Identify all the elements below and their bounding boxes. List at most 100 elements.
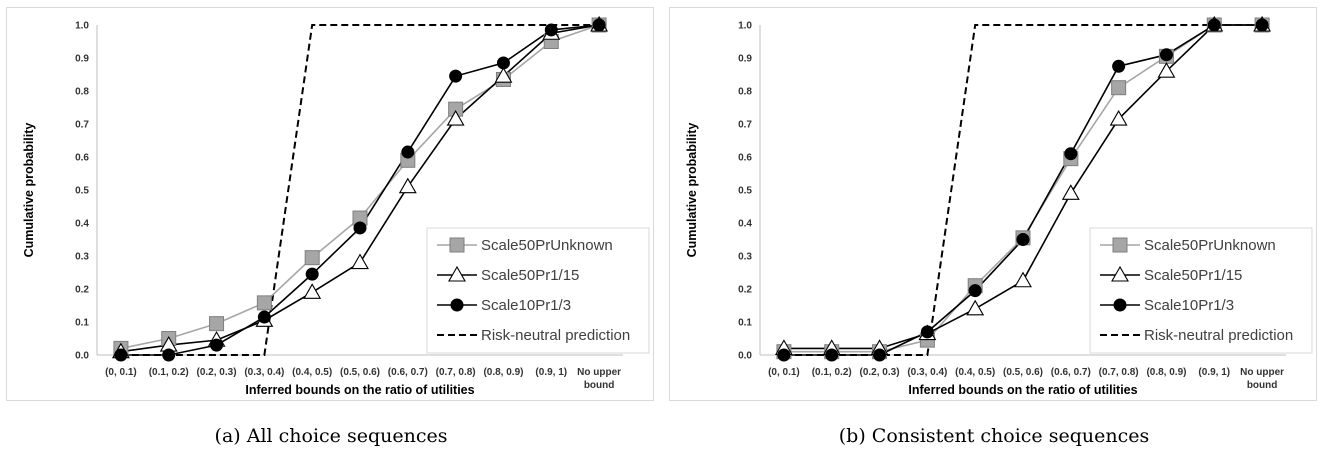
y-tick-label: 0.6 <box>75 153 89 164</box>
point-scale10pr1-3 <box>449 69 463 83</box>
point-scale10pr1-3 <box>1159 48 1173 62</box>
legend-label: Scale50Pr1/15 <box>481 267 579 284</box>
legend-label: Scale50Pr1/15 <box>1144 267 1242 284</box>
point-scale10pr1-3 <box>496 56 510 70</box>
point-scale10pr1-3 <box>1255 18 1269 32</box>
y-axis-title: Cumulative probability <box>22 123 36 258</box>
y-tick-label: 0.2 <box>738 285 752 296</box>
y-tick-label: 0.0 <box>75 351 89 362</box>
point-scale10pr1-3 <box>777 348 791 362</box>
y-tick-label: 0.3 <box>75 252 89 263</box>
y-tick-label: 0.9 <box>738 54 752 65</box>
x-tick-label: (0.9, 1) <box>1198 367 1230 378</box>
point-scale50pr1-15 <box>303 283 322 299</box>
legend-marker-scale10pr1-3 <box>450 298 464 312</box>
x-axis-title: Inferred bounds on the ratio of utilitie… <box>245 383 474 397</box>
legend-marker-scale50pr1-15 <box>1111 265 1129 282</box>
y-axis-title: Cumulative probability <box>685 123 699 258</box>
line-chart-a: 0.0 0.1 0.2 0.3 0.4 0.5 0.6 0.7 0.8 0.9 1.0 (0, 0.1… <box>22 15 650 397</box>
point-scale50prunknown <box>1111 80 1127 96</box>
x-tick-label: (0.7, 0.8) <box>1099 367 1139 378</box>
x-tick-label: (0, 0.1) <box>105 367 137 378</box>
y-tick-label: 0.2 <box>75 285 89 296</box>
x-tick-label: (0.3, 0.4) <box>907 367 947 378</box>
point-scale10pr1-3 <box>920 325 934 339</box>
y-tick-label: 1.0 <box>738 21 752 32</box>
series-line-risk-neutral-prediction <box>120 24 600 356</box>
x-tick-label: bound <box>1247 380 1278 391</box>
x-tick-label: (0.6, 0.7) <box>388 367 428 378</box>
x-tick-label: (0.6, 0.7) <box>1051 367 1091 378</box>
y-tick-label: 0.4 <box>738 219 752 230</box>
legend-label: Risk-neutral prediction <box>1144 327 1293 344</box>
point-scale50prunknown <box>256 295 272 311</box>
y-tick-label: 0.1 <box>738 318 752 329</box>
chart-panel-a: 0.0 0.1 0.2 0.3 0.4 0.5 0.6 0.7 0.8 0.9 1.0 (0, 0.1… <box>0 0 662 467</box>
line-chart-b: 0.0 0.1 0.2 0.3 0.4 0.5 0.6 0.7 0.8 0.9 1.0 (0, 0.1… <box>685 15 1313 397</box>
y-tick-label: 0.8 <box>738 87 752 98</box>
legend-marker-scale50prunknown <box>1112 237 1128 253</box>
y-tick-label: 0.5 <box>738 186 752 197</box>
legend-label: Scale10Pr1/3 <box>481 297 571 314</box>
point-scale10pr1-3 <box>544 23 558 37</box>
x-tick-label: (0, 0.1) <box>768 367 800 378</box>
point-scale10pr1-3 <box>968 284 982 298</box>
point-scale50pr1-15 <box>1157 62 1176 78</box>
point-scale10pr1-3 <box>353 221 367 235</box>
y-tick-label: 0.3 <box>738 252 752 263</box>
caption-b: (b) Consistent choice sequences <box>838 425 1150 447</box>
x-tick-label: No upper <box>1240 367 1284 378</box>
point-scale10pr1-3 <box>401 145 415 159</box>
x-tick-label: (0.4, 0.5) <box>955 367 995 378</box>
x-tick-label: (0.1, 0.2) <box>812 367 852 378</box>
x-tick-label: (0.4, 0.5) <box>292 367 332 378</box>
x-tick-label: (0.8, 0.9) <box>1146 367 1186 378</box>
point-scale10pr1-3 <box>1064 147 1078 161</box>
y-tick-label: 0.7 <box>75 120 89 131</box>
y-tick-label: 0.7 <box>738 120 752 131</box>
y-tick-label: 0.5 <box>75 186 89 197</box>
point-scale50pr1-15 <box>351 253 369 270</box>
point-scale10pr1-3 <box>114 348 128 362</box>
x-tick-label: (0.1, 0.2) <box>149 367 189 378</box>
point-scale10pr1-3 <box>825 348 839 362</box>
chart-frame: 0.0 0.1 0.2 0.3 0.4 0.5 0.6 0.7 0.8 0.9 1.0 (0, 0.1… <box>669 7 1317 401</box>
legend-marker-scale50prunknown <box>449 237 465 253</box>
legend-marker-scale50pr1-15 <box>448 265 466 282</box>
point-scale50prunknown <box>209 316 225 332</box>
x-tick-label: (0.5, 0.6) <box>340 367 380 378</box>
legend-marker-scale10pr1-3 <box>1113 298 1127 312</box>
y-tick-label: 1.0 <box>75 21 89 32</box>
point-scale50pr1-15 <box>1014 271 1032 288</box>
point-scale50pr1-15 <box>1061 184 1080 200</box>
x-tick-label: (0.2, 0.3) <box>197 367 237 378</box>
point-scale10pr1-3 <box>592 18 606 32</box>
x-tick-label: (0.5, 0.6) <box>1003 367 1043 378</box>
point-scale10pr1-3 <box>1207 18 1221 32</box>
x-tick-label: (0.8, 0.9) <box>483 367 523 378</box>
x-tick-label: No upper <box>577 367 621 378</box>
point-scale10pr1-3 <box>162 348 176 362</box>
x-tick-label: (0.3, 0.4) <box>244 367 284 378</box>
chart-frame: 0.0 0.1 0.2 0.3 0.4 0.5 0.6 0.7 0.8 0.9 1.0 (0, 0.1… <box>6 7 654 401</box>
legend-label: Scale10Pr1/3 <box>1144 297 1234 314</box>
y-tick-label: 0.8 <box>75 87 89 98</box>
y-tick-label: 0.4 <box>75 219 89 230</box>
x-axis-title: Inferred bounds on the ratio of utilitie… <box>908 383 1137 397</box>
y-tick-label: 0.1 <box>75 318 89 329</box>
x-tick-label: (0.7, 0.8) <box>436 367 476 378</box>
point-scale10pr1-3 <box>257 310 271 324</box>
point-scale10pr1-3 <box>873 348 887 362</box>
caption-a: (a) All choice sequences <box>214 425 448 447</box>
point-scale50pr1-15 <box>446 109 465 126</box>
x-tick-label: bound <box>584 380 615 391</box>
point-scale10pr1-3 <box>305 267 319 281</box>
y-tick-label: 0.0 <box>738 351 752 362</box>
point-scale50pr1-15 <box>494 67 513 83</box>
x-tick-label: (0.2, 0.3) <box>860 367 900 378</box>
point-scale10pr1-3 <box>1016 233 1030 246</box>
y-tick-label: 0.6 <box>738 153 752 164</box>
chart-panel-b: 0.0 0.1 0.2 0.3 0.4 0.5 0.6 0.7 0.8 0.9 1.0 (0, 0.1… <box>663 0 1325 467</box>
point-scale50pr1-15 <box>966 299 985 316</box>
legend-label: Risk-neutral prediction <box>481 327 630 344</box>
